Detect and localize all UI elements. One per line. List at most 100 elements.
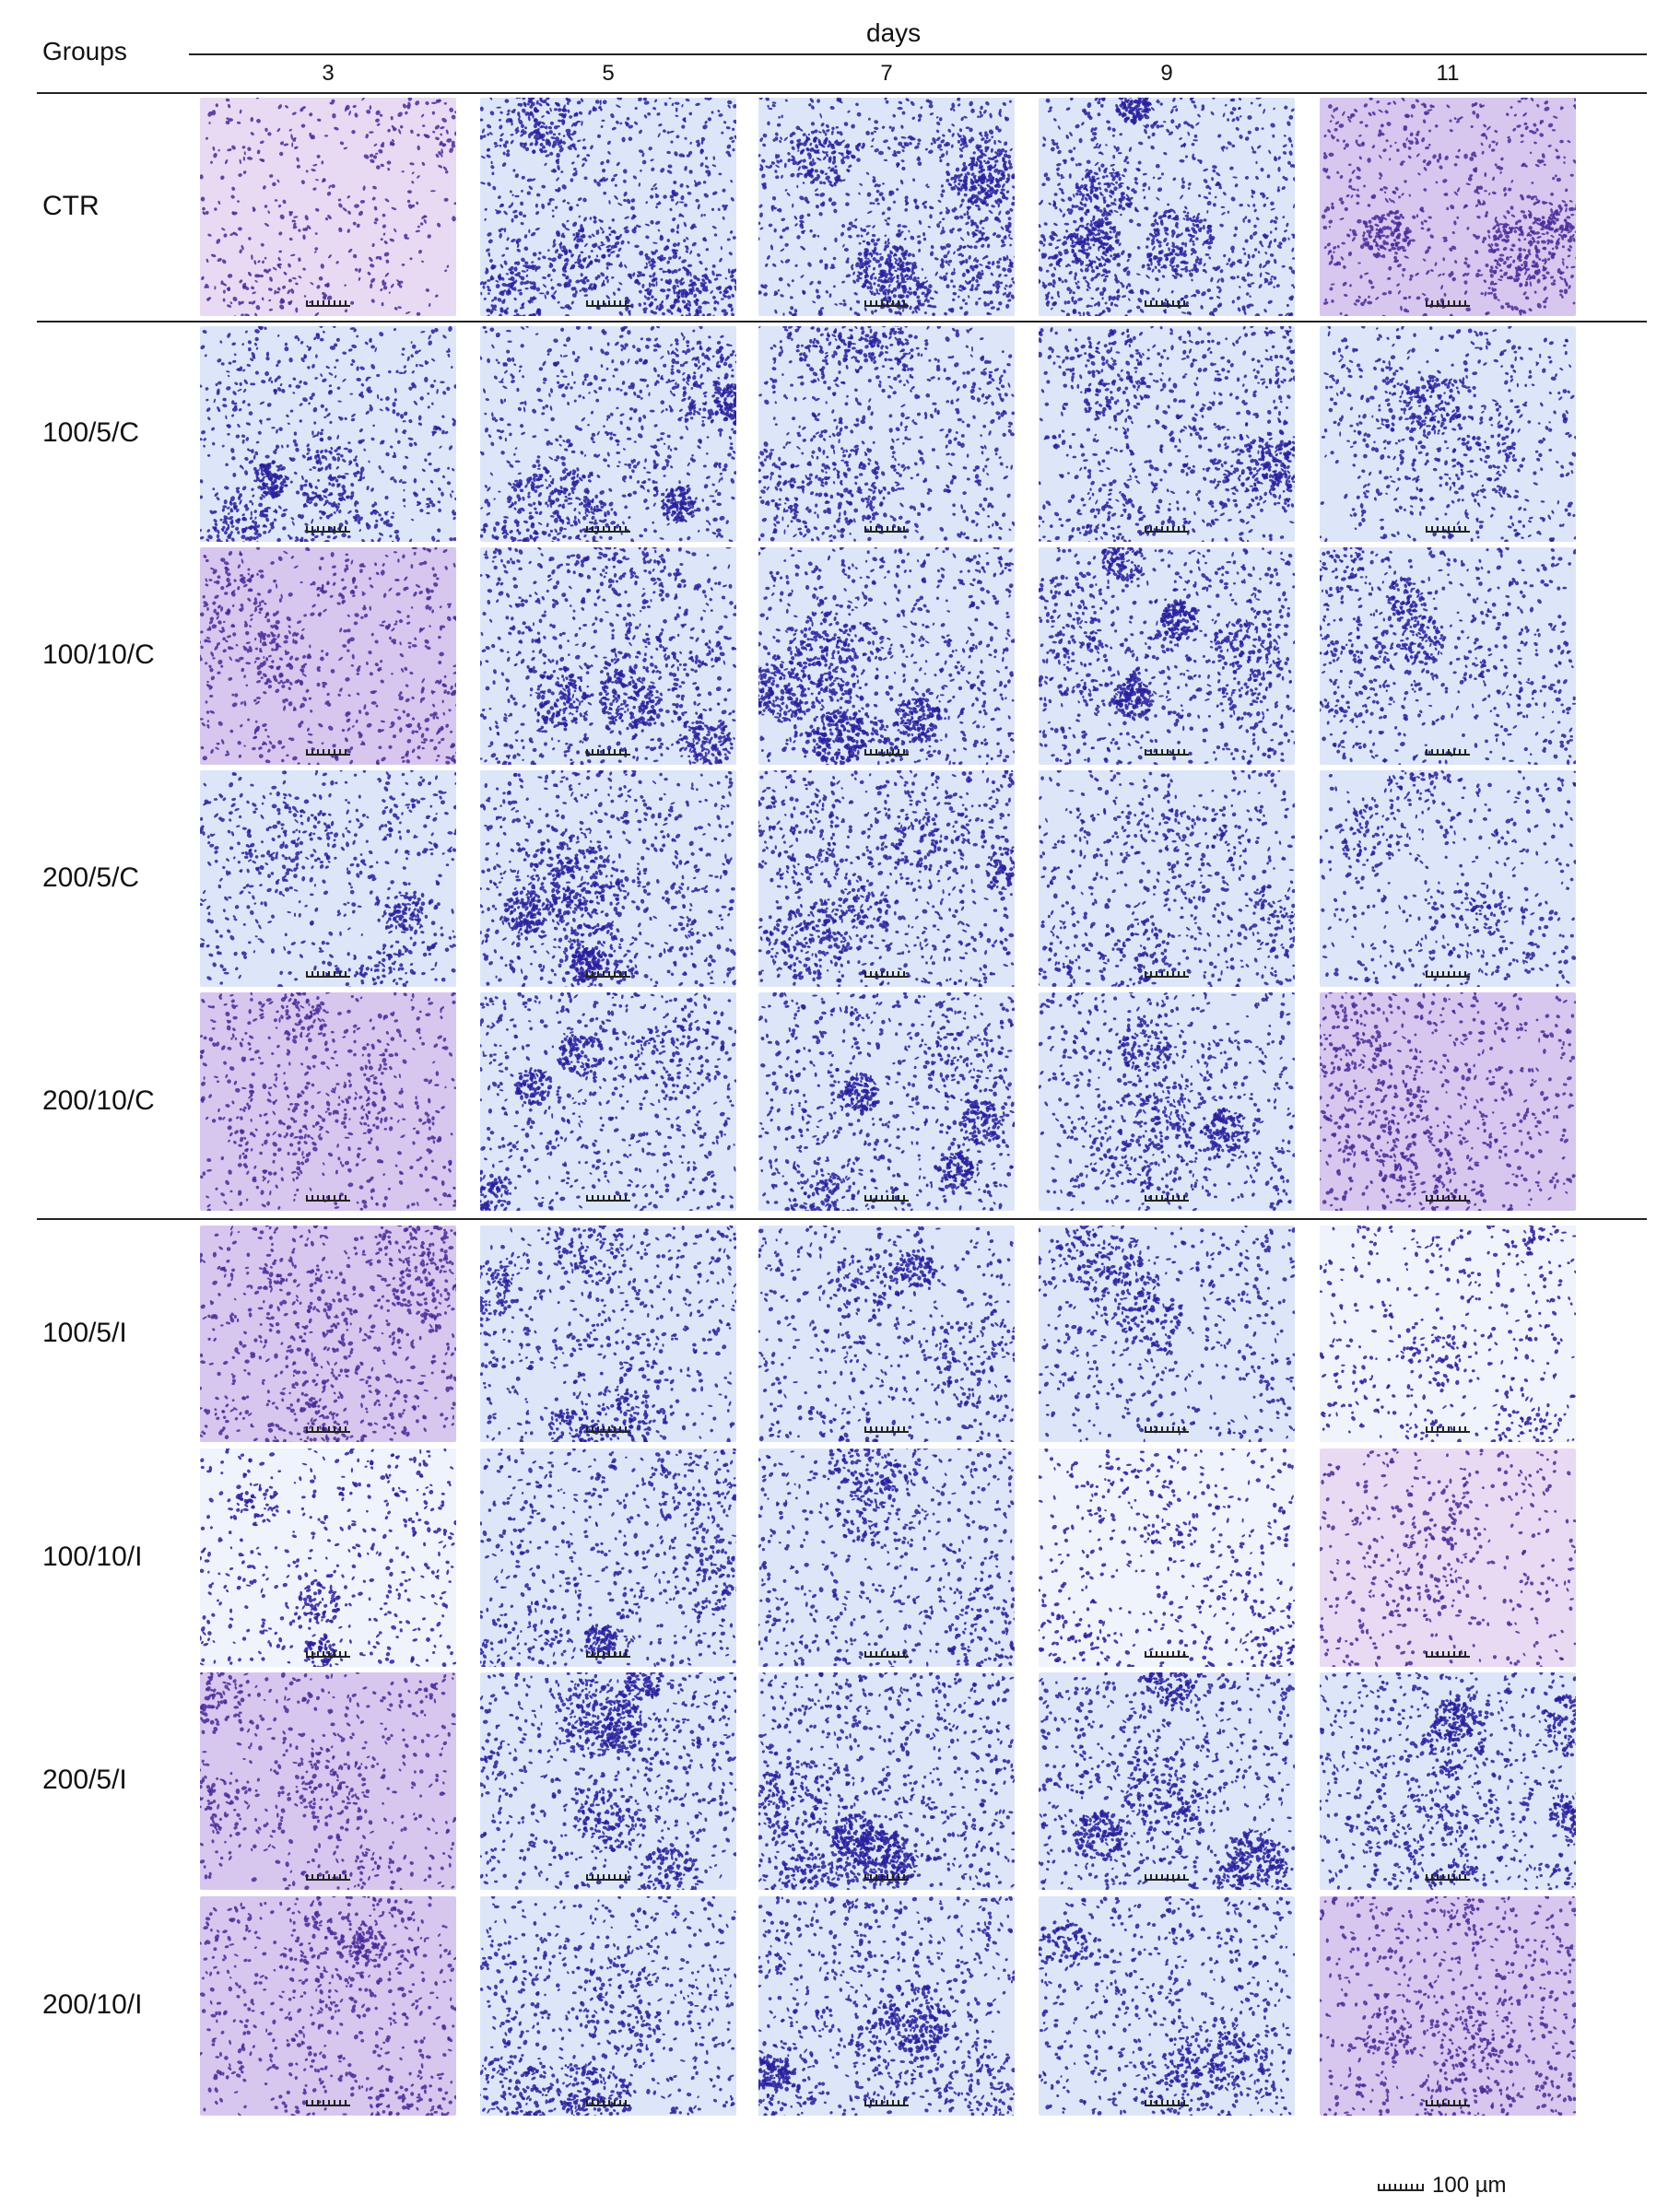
micrograph-cell (200, 1226, 456, 1442)
micrograph-cell (758, 98, 1015, 316)
micrograph-image (200, 992, 456, 1211)
row-label: 200/5/I (42, 1765, 190, 1796)
micrograph-cell (1320, 547, 1576, 765)
micrograph-cell (1320, 98, 1576, 316)
micrograph-image (758, 1448, 1015, 1667)
micrograph-image (1320, 1226, 1576, 1442)
scale-bar-icon (1145, 300, 1189, 307)
micrograph-cell (480, 326, 736, 542)
micrograph-cell (1320, 1672, 1576, 1890)
micrograph-image (1321, 98, 1576, 316)
scale-bar-icon (306, 300, 350, 307)
micrograph-image (480, 98, 736, 316)
micrograph-cell (758, 547, 1015, 765)
scale-bar-icon (1145, 971, 1189, 978)
row-label: 100/10/C (42, 639, 190, 671)
micrograph-image (758, 98, 1015, 316)
micrograph-cell (1320, 1226, 1576, 1442)
micrograph-cell (200, 326, 456, 542)
micrograph-image (1320, 547, 1576, 765)
micrograph-image (758, 547, 1015, 765)
days-underline (189, 53, 1647, 55)
scale-bar-icon (1145, 1426, 1189, 1433)
micrograph-cell (200, 98, 456, 316)
micrograph-image (758, 1672, 1015, 1890)
micrograph-image (200, 770, 456, 987)
scale-bar-icon (1426, 2100, 1470, 2106)
micrograph-cell (1039, 1896, 1295, 2116)
scale-bar-icon (306, 1874, 350, 1881)
scale-bar-icon (1426, 971, 1470, 978)
micrograph-cell (1039, 992, 1295, 1211)
row-label: CTR (42, 191, 190, 222)
scale-bar-icon (1426, 749, 1470, 756)
micrograph-image (1320, 1672, 1576, 1890)
scale-bar-icon (306, 2100, 350, 2106)
scale-bar-icon (586, 1195, 630, 1202)
micrograph-cell (200, 770, 456, 987)
scale-bar-icon (1426, 1426, 1470, 1433)
day-label-9: 9 (1039, 61, 1295, 87)
scale-bar-icon (586, 300, 630, 307)
micrograph-image (1039, 98, 1295, 316)
scale-bar-icon (306, 1651, 350, 1658)
scale-bar-icon (586, 1874, 630, 1881)
scale-bar-icon (864, 1651, 909, 1658)
micrograph-image (758, 1896, 1015, 2116)
scale-bar-icon (864, 300, 909, 307)
micrograph-image (200, 1448, 456, 1667)
day-label-5: 5 (480, 61, 736, 87)
micrograph-image (758, 992, 1015, 1211)
micrograph-image (1039, 1896, 1295, 2116)
micrograph-image (480, 1672, 736, 1890)
header-rule (37, 92, 1647, 94)
micrograph-image (1039, 1226, 1295, 1442)
scale-bar-icon (586, 971, 630, 978)
micrograph-image (200, 1226, 456, 1442)
micrograph-cell (1039, 770, 1295, 987)
micrograph-image (480, 547, 736, 765)
scale-bar-icon (306, 1426, 350, 1433)
micrograph-image (758, 326, 1015, 542)
micrograph-cell (480, 770, 736, 987)
micrograph-image (480, 1896, 736, 2116)
micrograph-image (200, 1896, 456, 2116)
micrograph-cell (200, 547, 456, 765)
day-label-7: 7 (758, 61, 1015, 87)
micrograph-image (1039, 992, 1295, 1211)
rule-after-c-groups (37, 1218, 1647, 1220)
micrograph-cell (480, 1896, 736, 2116)
scale-bar-icon (306, 749, 350, 756)
scale-bar-icon (1145, 2100, 1189, 2106)
micrograph-image (1039, 547, 1295, 765)
micrograph-cell (758, 1896, 1015, 2116)
micrograph-image (1320, 326, 1576, 542)
scale-bar-icon (1426, 1195, 1470, 1202)
scale-bar-icon (864, 1874, 909, 1881)
micrograph-cell (200, 992, 456, 1211)
micrograph-cell (758, 1672, 1015, 1890)
micrograph-image (1320, 992, 1576, 1211)
micrograph-cell (758, 992, 1015, 1211)
micrograph-cell (1039, 1226, 1295, 1442)
micrograph-cell (1039, 98, 1295, 316)
row-label: 100/5/C (42, 417, 190, 449)
micrograph-image (480, 1448, 736, 1667)
day-label-3: 3 (200, 61, 456, 87)
row-label: 200/10/C (42, 1085, 190, 1117)
groups-header: Groups (42, 37, 127, 66)
scale-bar-icon (1145, 526, 1189, 533)
micrograph-cell (1039, 1448, 1295, 1667)
micrograph-image (1320, 770, 1576, 987)
micrograph-image (480, 1226, 736, 1442)
micrograph-cell (1039, 326, 1295, 542)
scale-bar-icon (864, 2100, 909, 2106)
micrograph-cell (480, 1672, 736, 1890)
micrograph-image (200, 547, 456, 765)
scale-bar-icon (864, 526, 909, 533)
micrograph-cell (1320, 992, 1576, 1211)
scale-bar-icon (1145, 1651, 1189, 1658)
micrograph-cell (1320, 770, 1576, 987)
scale-bar-icon (586, 1651, 630, 1658)
micrograph-cell (758, 770, 1015, 987)
